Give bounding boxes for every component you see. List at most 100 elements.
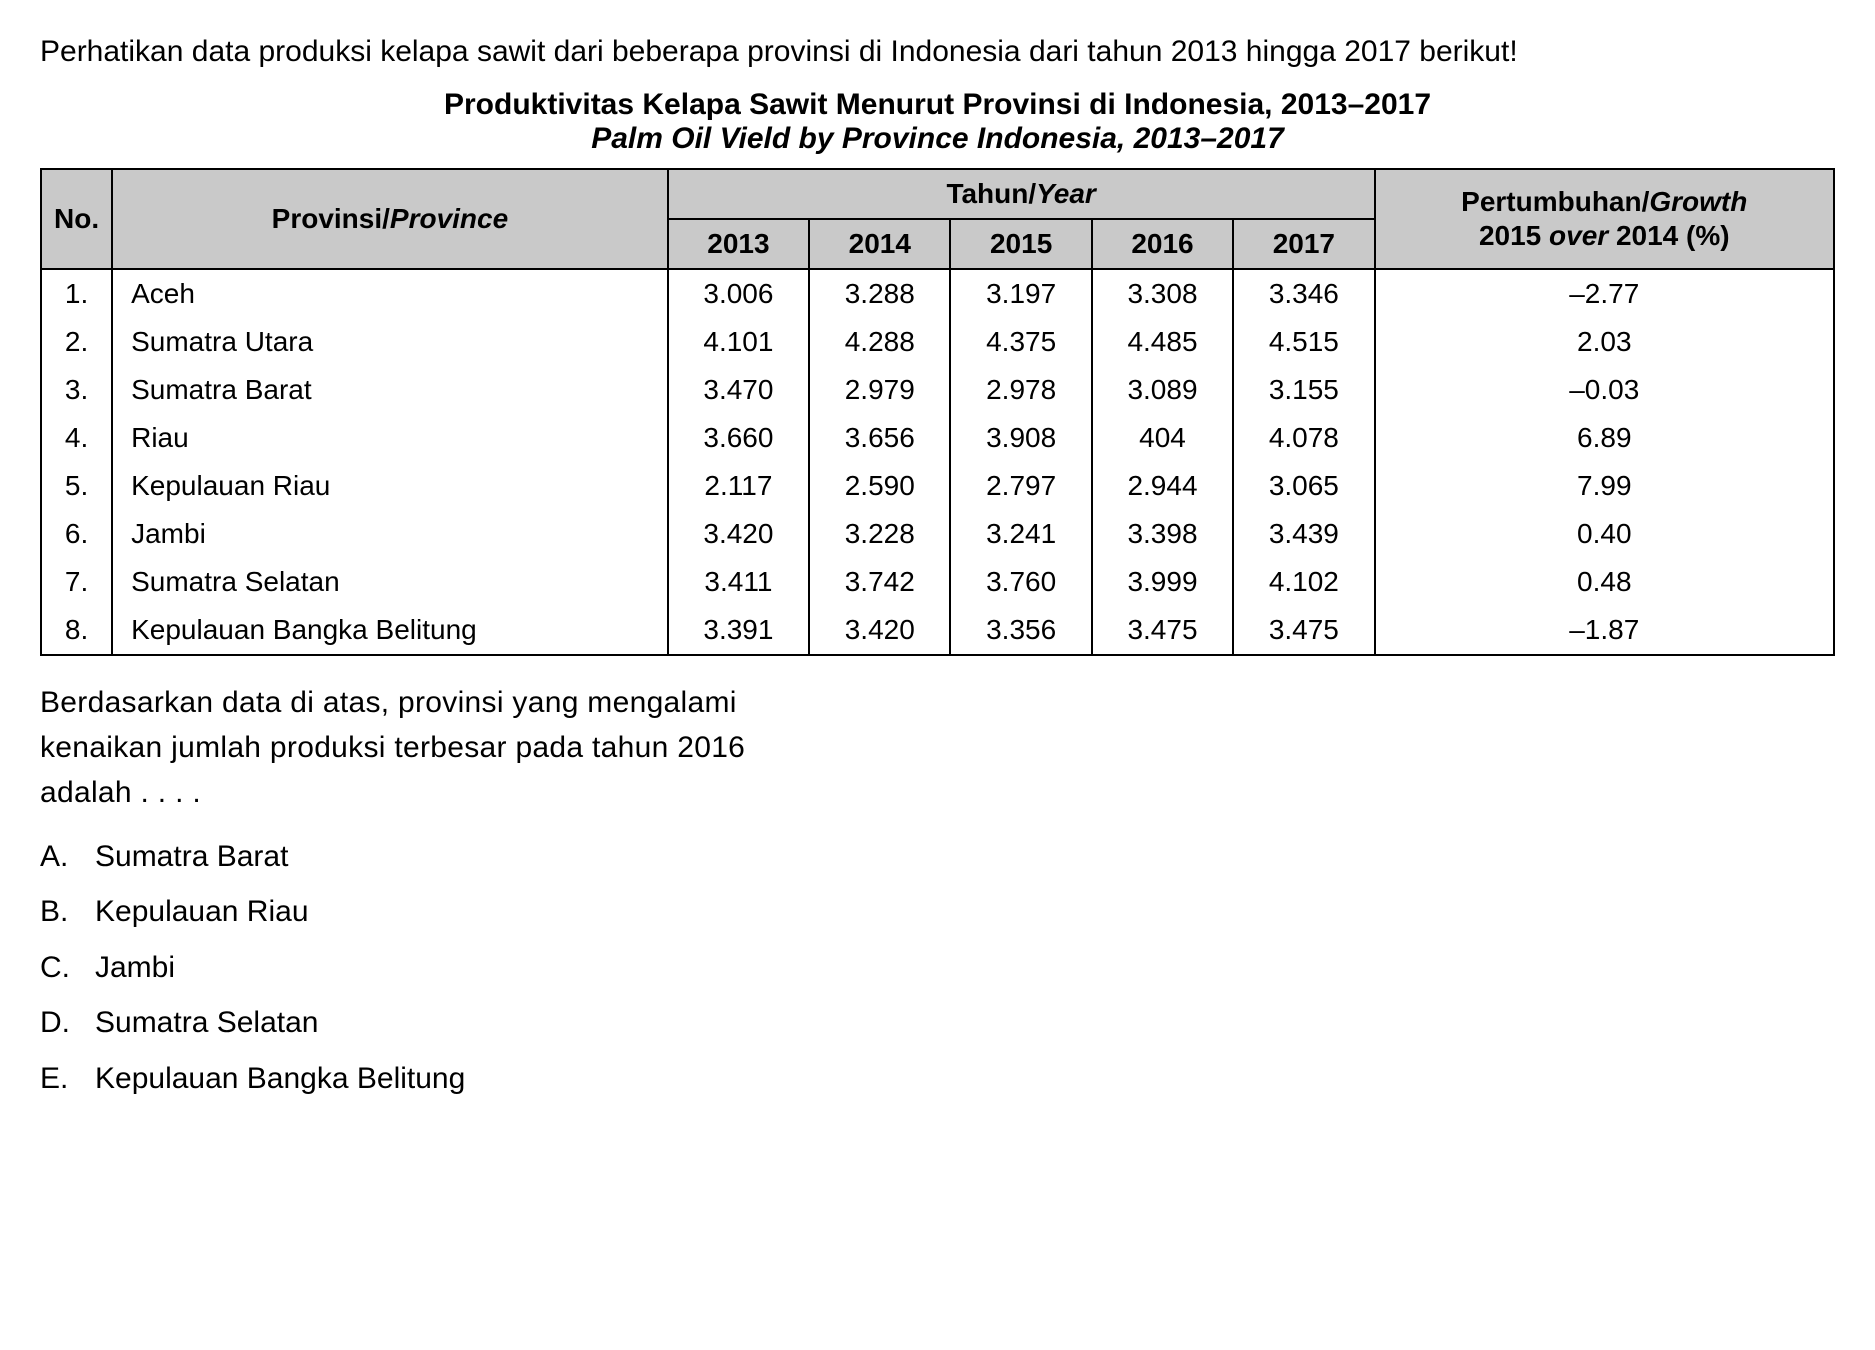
col-year-main: Tahun/ [946,178,1036,209]
table-row: 6.Jambi3.4203.2283.2413.3983.4390.40 [41,510,1834,558]
option-row: B.Kepulauan Riau [40,884,1835,940]
growth-l1a: Pertumbuhan/ [1461,186,1649,217]
cell-no: 3. [41,366,112,414]
cell-growth: –0.03 [1375,366,1834,414]
cell-no: 4. [41,414,112,462]
cell-2015: 2.978 [950,366,1091,414]
option-text: Kepulauan Riau [95,884,309,940]
option-row: D.Sumatra Selatan [40,995,1835,1051]
cell-2014: 3.420 [809,606,950,655]
cell-growth: 7.99 [1375,462,1834,510]
cell-2017: 3.346 [1233,269,1374,318]
table-row: 3.Sumatra Barat3.4702.9792.9783.0893.155… [41,366,1834,414]
intro-text: Perhatikan data produksi kelapa sawit da… [40,30,1835,74]
title-subtitle: Palm Oil Vield by Province Indonesia, 20… [40,122,1835,156]
cell-growth: –1.87 [1375,606,1834,655]
cell-2013: 4.101 [668,318,809,366]
cell-no: 5. [41,462,112,510]
cell-2014: 2.590 [809,462,950,510]
data-table: No. Provinsi/Province Tahun/Year Pertumb… [40,168,1835,656]
cell-2015: 3.197 [950,269,1091,318]
cell-2014: 3.288 [809,269,950,318]
cell-no: 8. [41,606,112,655]
cell-province: Sumatra Selatan [112,558,668,606]
option-letter: B. [40,884,95,940]
growth-l2b: over [1549,220,1608,251]
col-province-main: Provinsi/ [272,203,390,234]
cell-no: 1. [41,269,112,318]
cell-province: Riau [112,414,668,462]
col-province-ital: Province [390,203,508,234]
col-header-year-2017: 2017 [1233,219,1374,269]
cell-2016: 3.999 [1092,558,1233,606]
cell-2017: 3.155 [1233,366,1374,414]
cell-2016: 3.398 [1092,510,1233,558]
cell-2013: 3.470 [668,366,809,414]
cell-2016: 3.475 [1092,606,1233,655]
cell-province: Jambi [112,510,668,558]
cell-2014: 4.288 [809,318,950,366]
cell-growth: 0.40 [1375,510,1834,558]
cell-2017: 3.475 [1233,606,1374,655]
col-year-ital: Year [1036,178,1096,209]
option-text: Jambi [95,940,175,996]
cell-2014: 3.656 [809,414,950,462]
cell-2016: 404 [1092,414,1233,462]
cell-2017: 3.439 [1233,510,1374,558]
col-header-year-2014: 2014 [809,219,950,269]
table-row: 7.Sumatra Selatan3.4113.7423.7603.9994.1… [41,558,1834,606]
cell-2015: 3.908 [950,414,1091,462]
growth-l2a: 2015 [1479,220,1549,251]
cell-2016: 3.308 [1092,269,1233,318]
option-row: A.Sumatra Barat [40,829,1835,885]
cell-no: 2. [41,318,112,366]
cell-2015: 3.241 [950,510,1091,558]
table-row: 8.Kepulauan Bangka Belitung3.3913.4203.3… [41,606,1834,655]
cell-province: Sumatra Utara [112,318,668,366]
table-row: 2.Sumatra Utara4.1014.2884.3754.4854.515… [41,318,1834,366]
cell-province: Kepulauan Bangka Belitung [112,606,668,655]
title-main: Produktivitas Kelapa Sawit Menurut Provi… [40,88,1835,122]
option-text: Kepulauan Bangka Belitung [95,1051,465,1107]
cell-growth: 2.03 [1375,318,1834,366]
cell-2017: 3.065 [1233,462,1374,510]
table-row: 1.Aceh3.0063.2883.1973.3083.346–2.77 [41,269,1834,318]
cell-2014: 3.742 [809,558,950,606]
cell-province: Sumatra Barat [112,366,668,414]
option-row: E.Kepulauan Bangka Belitung [40,1051,1835,1107]
cell-growth: –2.77 [1375,269,1834,318]
option-text: Sumatra Selatan [95,995,318,1051]
option-letter: D. [40,995,95,1051]
cell-2013: 3.660 [668,414,809,462]
option-row: C.Jambi [40,940,1835,996]
cell-2013: 3.006 [668,269,809,318]
col-header-year-2016: 2016 [1092,219,1233,269]
cell-2016: 2.944 [1092,462,1233,510]
option-text: Sumatra Barat [95,829,288,885]
col-header-growth: Pertumbuhan/Growth 2015 over 2014 (%) [1375,169,1834,269]
growth-l2c: 2014 (%) [1608,220,1729,251]
cell-2014: 3.228 [809,510,950,558]
cell-2015: 2.797 [950,462,1091,510]
option-letter: C. [40,940,95,996]
option-letter: E. [40,1051,95,1107]
cell-2016: 3.089 [1092,366,1233,414]
title-block: Produktivitas Kelapa Sawit Menurut Provi… [40,88,1835,156]
growth-l1b: Growth [1649,186,1747,217]
options-block: A.Sumatra BaratB.Kepulauan RiauC.JambiD.… [40,829,1835,1107]
cell-2013: 2.117 [668,462,809,510]
cell-no: 6. [41,510,112,558]
cell-growth: 6.89 [1375,414,1834,462]
table-row: 5.Kepulauan Riau2.1172.5902.7972.9443.06… [41,462,1834,510]
cell-2013: 3.411 [668,558,809,606]
cell-no: 7. [41,558,112,606]
cell-2013: 3.420 [668,510,809,558]
option-letter: A. [40,829,95,885]
cell-2017: 4.102 [1233,558,1374,606]
cell-2017: 4.078 [1233,414,1374,462]
cell-growth: 0.48 [1375,558,1834,606]
cell-province: Aceh [112,269,668,318]
cell-2016: 4.485 [1092,318,1233,366]
table-row: 4.Riau3.6603.6563.9084044.0786.89 [41,414,1834,462]
col-header-year-group: Tahun/Year [668,169,1375,219]
